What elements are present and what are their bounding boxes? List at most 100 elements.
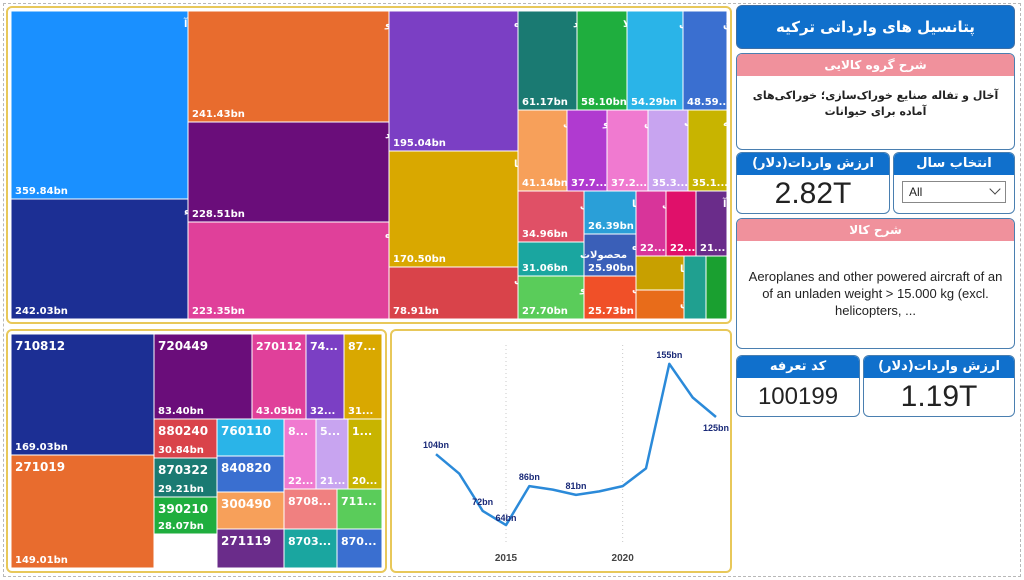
group-tile[interactable]	[187, 221, 390, 320]
code-tile[interactable]	[343, 333, 383, 420]
group-tile[interactable]	[187, 10, 390, 123]
code-tile-label: 880240	[158, 424, 208, 438]
code-tile-label: 5...	[320, 425, 340, 438]
code-tile[interactable]	[347, 418, 383, 490]
group-tile[interactable]	[687, 109, 728, 192]
code-tile-label: 8...	[288, 425, 308, 438]
group-tile-label: پنبه	[723, 118, 730, 129]
group-tile[interactable]	[705, 255, 728, 320]
code-tile[interactable]	[216, 455, 285, 493]
group-tile-value: 25.90bn	[588, 263, 634, 274]
import-value2: 1.19T	[900, 380, 978, 413]
tariff-code: 100199	[757, 383, 839, 410]
group-tile-value: 37.7...	[571, 178, 607, 189]
code-tile[interactable]	[283, 418, 317, 490]
code-tile[interactable]	[10, 454, 155, 569]
group-desc-text: آخال و تفاله صنایع خوراک‌سازی؛ خوراکی‌ها…	[752, 89, 999, 118]
product-desc-card: شرح کالا Aeroplanes and other powered ai…	[736, 218, 1015, 349]
data-label: 104bn	[423, 440, 449, 450]
group-tile-value: 41.14bn	[522, 178, 568, 189]
group-tile-value: 359.84bn	[15, 186, 68, 197]
group-tile[interactable]	[665, 190, 697, 257]
group-tile-value: 35.1...	[692, 178, 728, 189]
code-treemap[interactable]: 710812 169.03bn 271019 149.01bn 720449 83.40b…	[8, 331, 385, 571]
group-tile[interactable]	[682, 10, 728, 111]
group-tile-value: 27.70bn	[522, 306, 568, 317]
group-tile-label: ممن	[723, 19, 730, 30]
code-tile[interactable]	[216, 528, 285, 569]
group-tile-value: 37.2...	[611, 178, 647, 189]
code-tile[interactable]	[315, 418, 349, 490]
year-select-value: All	[909, 185, 923, 199]
data-label: 155bn	[656, 350, 682, 360]
group-tile[interactable]	[583, 233, 637, 277]
code-tile[interactable]	[153, 496, 218, 535]
group-tile-value: 26.39bn	[588, 221, 634, 232]
code-tile-label: 720449	[158, 339, 208, 353]
group-tile-value: 58.10bn	[581, 97, 627, 108]
group-tile[interactable]	[635, 289, 685, 320]
code-treemap-panel: 710812 169.03bn 271019 149.01bn 720449 83.40b…	[6, 329, 387, 573]
group-tile[interactable]	[517, 275, 585, 320]
group-tile[interactable]	[388, 10, 519, 152]
code-tile-value: 32...	[310, 406, 335, 417]
code-tile-value: 31...	[348, 406, 373, 417]
group-tile[interactable]	[647, 109, 689, 192]
group-tile-value: 54.29bn	[631, 97, 677, 108]
data-label: 81bn	[565, 481, 586, 491]
group-treemap-panel: راکتورهای هسته‌ای، دیگ‌های بخار و آ359.8…	[6, 6, 732, 324]
group-tile[interactable]	[606, 109, 649, 192]
group-tile[interactable]	[683, 255, 707, 320]
code-tile-label: 8708...	[288, 495, 331, 508]
group-tile-value: 170.50bn	[393, 254, 446, 265]
data-label: 64bn	[495, 513, 516, 523]
code-tile-value: 30.84bn	[158, 445, 204, 456]
group-tile[interactable]	[635, 255, 685, 291]
code-tile-value: 169.03bn	[15, 442, 68, 453]
group-tile[interactable]	[566, 109, 608, 192]
code-tile[interactable]	[216, 418, 285, 457]
group-tile-value: 31.06bn	[522, 263, 568, 274]
group-tile-label: آ	[722, 197, 727, 210]
code-tile[interactable]	[336, 528, 383, 569]
code-tile-label: 870...	[341, 535, 377, 548]
import-value-header: ارزش واردات(دلار)	[737, 153, 889, 175]
line-chart-panel: 2015 2020 104bn 72bn 64bn 86bn 81bn 155bn 125bn	[390, 329, 732, 573]
code-tile[interactable]	[305, 333, 345, 420]
code-tile-label: 760110	[221, 424, 271, 438]
code-tile[interactable]	[336, 488, 383, 530]
group-tile[interactable]	[187, 121, 390, 223]
group-tile[interactable]	[626, 10, 684, 111]
code-tile[interactable]	[251, 333, 307, 420]
code-tile[interactable]	[283, 528, 338, 569]
group-tile-value: 78.91bn	[393, 306, 439, 317]
code-tile-value: 29.21bn	[158, 484, 204, 495]
code-tile[interactable]	[153, 333, 253, 420]
code-tile-label: 1...	[352, 425, 372, 438]
group-tile-value: 223.35bn	[192, 306, 245, 317]
group-tile[interactable]	[576, 10, 628, 111]
data-label: 86bn	[519, 472, 540, 482]
code-tile-label: 8703...	[288, 535, 331, 548]
code-tile-value: 43.05bn	[256, 406, 302, 417]
group-tile[interactable]	[695, 190, 728, 257]
group-tile-value: 241.43bn	[192, 109, 245, 120]
year-select[interactable]: All	[902, 181, 1006, 203]
code-tile[interactable]	[153, 457, 218, 498]
group-tile[interactable]	[517, 10, 578, 111]
code-tile[interactable]	[153, 418, 218, 459]
product-desc-text: Aeroplanes and other powered aircraft of…	[748, 269, 1003, 318]
group-tile-value: 25.73bn	[588, 306, 634, 317]
import-value2-header: ارزش واردات(دلار)	[864, 356, 1014, 378]
group-treemap[interactable]: راکتورهای هسته‌ای، دیگ‌های بخار و آ359.8…	[8, 8, 730, 322]
group-tile[interactable]	[10, 10, 189, 200]
group-tile-value: 228.51bn	[192, 209, 245, 220]
series-line[interactable]	[435, 362, 717, 527]
group-tile[interactable]	[388, 150, 519, 268]
import-value2-card: ارزش واردات(دلار) 1.19T	[863, 355, 1015, 417]
group-tile[interactable]	[635, 190, 667, 257]
code-tile[interactable]	[216, 491, 285, 530]
code-tile-label: 271119	[221, 534, 271, 548]
group-tile[interactable]	[10, 198, 189, 320]
